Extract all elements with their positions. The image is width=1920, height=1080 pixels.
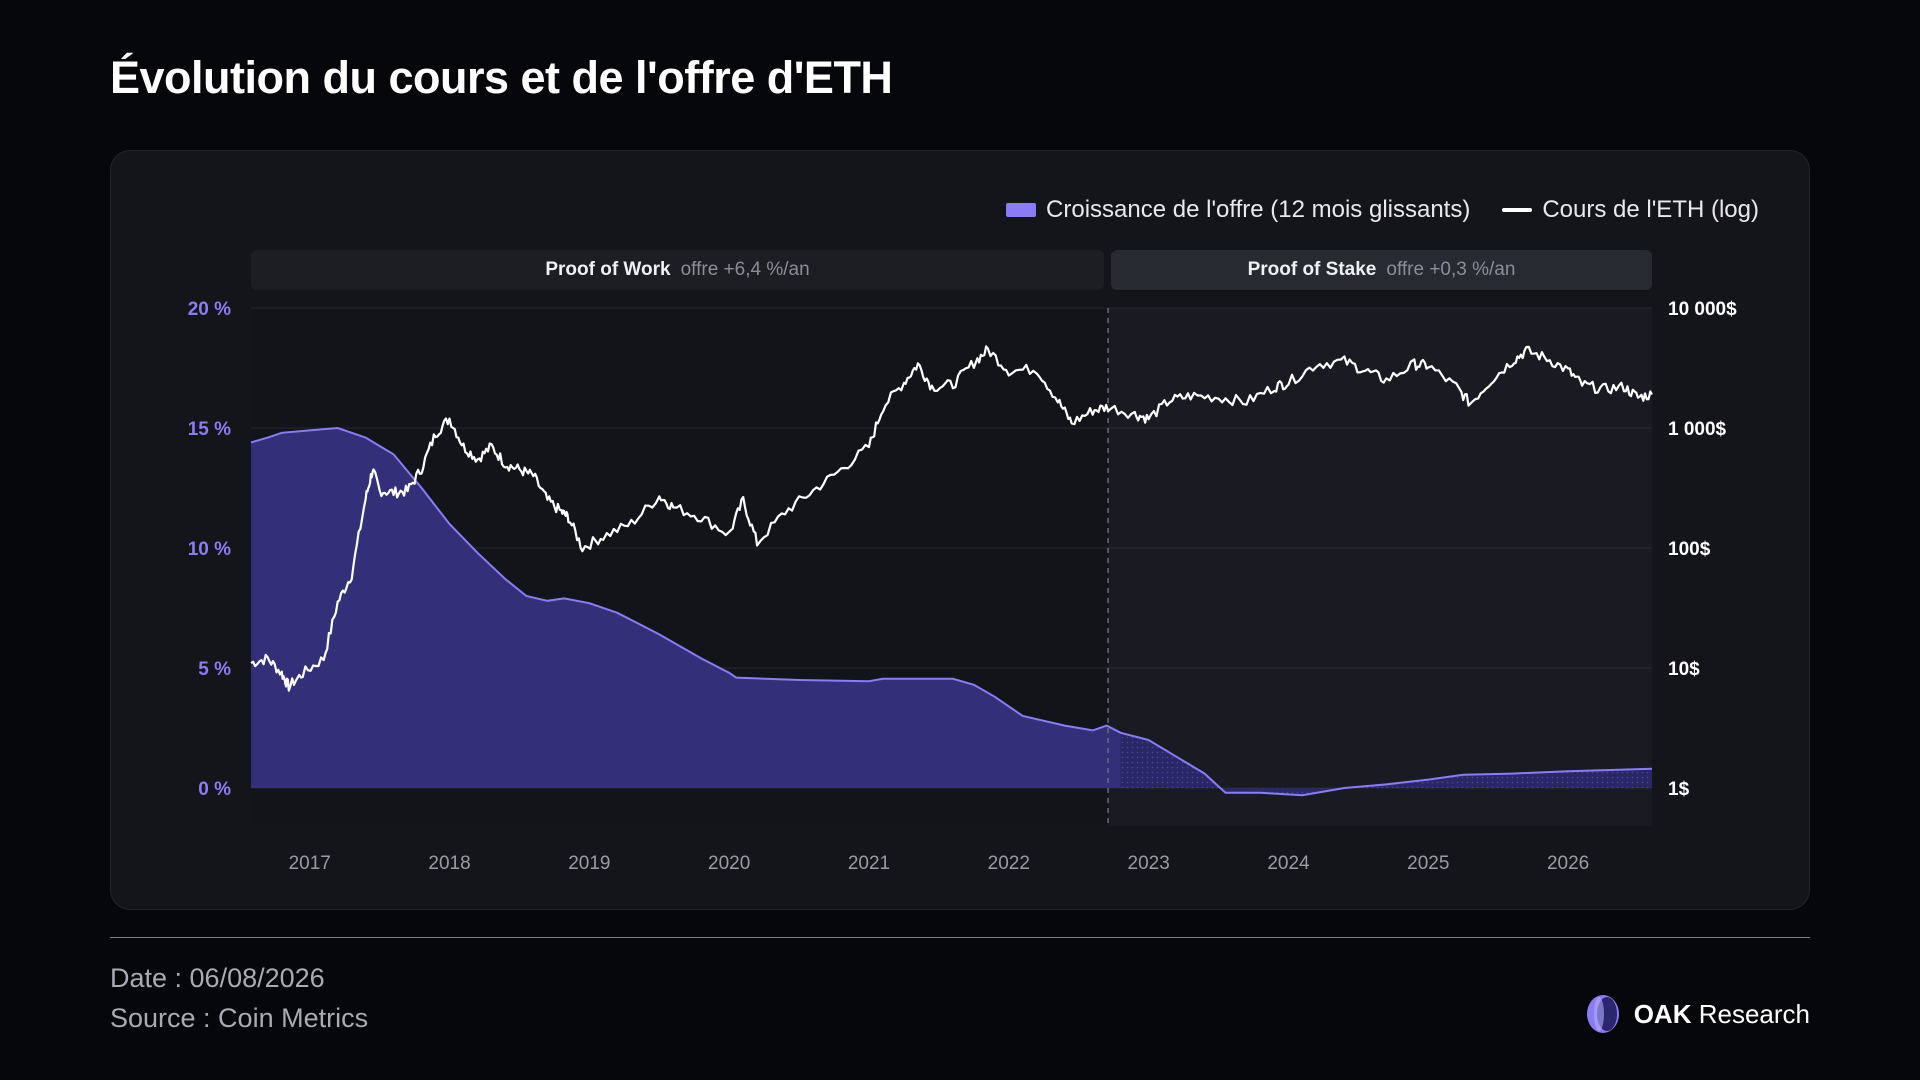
chart-card: Croissance de l'offre (12 mois glissants… (110, 150, 1810, 910)
x-axis-tick-label: 2020 (708, 853, 750, 874)
x-axis-tick-label: 2021 (848, 853, 890, 874)
plot-bg-pos (1108, 308, 1652, 826)
right-axis-tick-label: 10 000$ (1668, 299, 1737, 320)
legend-label-price: Cours de l'ETH (log) (1542, 196, 1759, 223)
left-axis-tick-label: 20 % (188, 299, 231, 320)
right-axis-tick-label: 10$ (1668, 659, 1700, 680)
x-axis-tick-label: 2017 (289, 853, 331, 874)
x-axis-tick-label: 2018 (428, 853, 470, 874)
phase-band-pos: Proof of Stake offre +0,3 %/an (1111, 250, 1652, 290)
supply-area-pow (251, 428, 1121, 788)
supply-line (250, 426, 1653, 797)
oak-logo-icon (1586, 995, 1619, 1033)
supply-area-pos (1120, 732, 1652, 796)
x-axis-tick-label: 2025 (1407, 853, 1449, 874)
left-axis-tick-label: 0 % (198, 779, 231, 800)
legend-label-supply: Croissance de l'offre (12 mois glissants… (1046, 196, 1471, 223)
footer-divider (110, 937, 1810, 938)
right-axis-tick-label: 1$ (1668, 779, 1690, 800)
brand[interactable]: OAK Research (1584, 993, 1810, 1035)
footer-source: Source : Coin Metrics (110, 1003, 369, 1033)
phase-band-pow: Proof of Work offre +6,4 %/an (251, 250, 1104, 290)
phase-name-pow: Proof of Work (545, 259, 671, 280)
left-axis-tick-label: 5 % (198, 659, 231, 680)
phase-note-pow: offre +6,4 %/an (680, 259, 810, 280)
phase-name-pos: Proof of Stake (1247, 259, 1377, 280)
legend-swatch-supply (1006, 203, 1037, 217)
brand-name-rest: Research (1698, 998, 1810, 1029)
price-line (250, 345, 1653, 692)
legend-swatch-price (1502, 208, 1533, 212)
legend: Croissance de l'offre (12 mois glissants… (1006, 196, 1759, 224)
x-axis-tick-label: 2023 (1128, 853, 1170, 874)
x-axis-tick-label: 2022 (988, 853, 1030, 874)
right-axis-tick-label: 1 000$ (1668, 419, 1727, 440)
chart-plot: 0 % 5 % 10 % 15 % 20 % 1$ 10$ 100$ 1 000$ 10 000$… (188, 299, 1737, 874)
right-axis-tick-label: 100$ (1668, 539, 1711, 560)
legend-item-supply[interactable]: Croissance de l'offre (12 mois glissants… (1006, 196, 1470, 224)
x-axis-tick-label: 2026 (1547, 853, 1589, 874)
legend-item-price[interactable]: Cours de l'ETH (log) (1502, 196, 1759, 224)
x-axis-tick-label: 2024 (1267, 853, 1310, 874)
brand-name-bold: OAK (1633, 998, 1692, 1029)
chart-title: Évolution du cours et de l'offre d'ETH (110, 52, 893, 103)
phase-note-pos: offre +0,3 %/an (1386, 259, 1516, 280)
x-axis-tick-label: 2019 (568, 853, 610, 874)
left-axis-tick-label: 15 % (188, 419, 231, 440)
left-axis-tick-label: 10 % (188, 539, 231, 560)
footer-date: Date : 06/08/2026 (110, 963, 325, 993)
